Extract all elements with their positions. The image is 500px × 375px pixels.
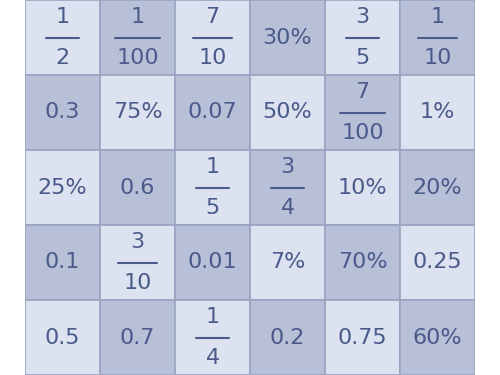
Bar bbox=[175, 0, 250, 75]
Bar bbox=[100, 150, 175, 225]
Text: 10%: 10% bbox=[338, 177, 388, 198]
Bar bbox=[400, 75, 475, 150]
Text: 0.01: 0.01 bbox=[188, 252, 238, 273]
Text: 7: 7 bbox=[206, 7, 220, 27]
Text: 3: 3 bbox=[130, 232, 144, 252]
Bar bbox=[25, 150, 100, 225]
Text: 0.75: 0.75 bbox=[338, 327, 388, 348]
Bar bbox=[250, 225, 325, 300]
Bar bbox=[25, 300, 100, 375]
Bar bbox=[250, 300, 325, 375]
Bar bbox=[25, 75, 100, 150]
Text: 25%: 25% bbox=[38, 177, 88, 198]
Bar bbox=[400, 0, 475, 75]
Text: 3: 3 bbox=[356, 7, 370, 27]
Text: 30%: 30% bbox=[262, 27, 312, 48]
Bar bbox=[100, 0, 175, 75]
Text: 50%: 50% bbox=[262, 102, 312, 123]
Text: 5: 5 bbox=[206, 198, 220, 218]
Text: 100: 100 bbox=[116, 48, 159, 68]
Bar bbox=[400, 300, 475, 375]
Bar bbox=[250, 0, 325, 75]
Text: 0.25: 0.25 bbox=[412, 252, 463, 273]
Bar bbox=[250, 75, 325, 150]
Text: 0.7: 0.7 bbox=[120, 327, 155, 348]
Text: 7%: 7% bbox=[270, 252, 305, 273]
Text: 4: 4 bbox=[280, 198, 294, 218]
Text: 0.2: 0.2 bbox=[270, 327, 305, 348]
Text: 0.07: 0.07 bbox=[188, 102, 238, 123]
Bar bbox=[400, 225, 475, 300]
Bar bbox=[25, 0, 100, 75]
Bar bbox=[175, 300, 250, 375]
Text: 70%: 70% bbox=[338, 252, 388, 273]
Text: 7: 7 bbox=[356, 82, 370, 102]
Bar bbox=[175, 150, 250, 225]
Text: 1: 1 bbox=[56, 7, 70, 27]
Text: 3: 3 bbox=[280, 157, 294, 177]
Text: 0.1: 0.1 bbox=[45, 252, 80, 273]
Bar bbox=[100, 225, 175, 300]
Bar bbox=[325, 150, 400, 225]
Text: 10: 10 bbox=[124, 273, 152, 293]
Text: 1: 1 bbox=[206, 307, 220, 327]
Bar bbox=[325, 0, 400, 75]
Bar bbox=[325, 300, 400, 375]
Text: 75%: 75% bbox=[112, 102, 162, 123]
Text: 20%: 20% bbox=[412, 177, 463, 198]
Text: 0.6: 0.6 bbox=[120, 177, 155, 198]
Bar bbox=[400, 150, 475, 225]
Text: 5: 5 bbox=[356, 48, 370, 68]
Text: 60%: 60% bbox=[412, 327, 463, 348]
Text: 10: 10 bbox=[198, 48, 226, 68]
Bar bbox=[25, 225, 100, 300]
Text: 1: 1 bbox=[206, 157, 220, 177]
Text: 2: 2 bbox=[56, 48, 70, 68]
Text: 0.5: 0.5 bbox=[45, 327, 80, 348]
Text: 1: 1 bbox=[130, 7, 144, 27]
Bar bbox=[100, 300, 175, 375]
Bar bbox=[100, 75, 175, 150]
Bar bbox=[175, 225, 250, 300]
Bar bbox=[325, 225, 400, 300]
Text: 1: 1 bbox=[430, 7, 444, 27]
Text: 1%: 1% bbox=[420, 102, 455, 123]
Text: 100: 100 bbox=[341, 123, 384, 143]
Text: 4: 4 bbox=[206, 348, 220, 368]
Bar bbox=[325, 75, 400, 150]
Bar bbox=[175, 75, 250, 150]
Bar bbox=[250, 150, 325, 225]
Text: 0.3: 0.3 bbox=[45, 102, 80, 123]
Text: 10: 10 bbox=[424, 48, 452, 68]
